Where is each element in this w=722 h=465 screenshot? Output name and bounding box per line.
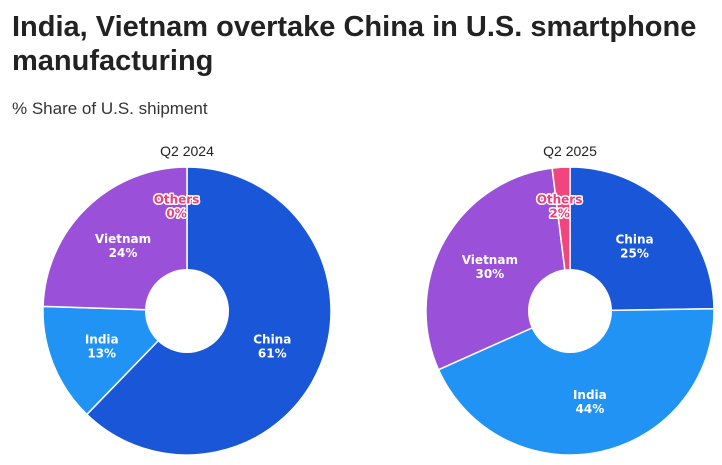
donut-title-q2-2024: Q2 2024 (160, 143, 214, 159)
chart-subtitle: % Share of U.S. shipment (12, 99, 208, 118)
slice-label-india-q2-2025: India 44% (573, 388, 607, 416)
slice-label-vietnam-q2-2025: Vietnam 30% (462, 253, 518, 281)
donut-hole-q2-2024 (145, 269, 229, 353)
donut-title-q2-2025: Q2 2025 (543, 143, 597, 159)
slice-label-others-q2-2024: Others 0% (154, 192, 200, 220)
donut-svg-q2-2025: China 25% India 44% Vietnam 30% Others 2% (425, 166, 715, 456)
donut-chart-q2-2025: Q2 2025 China 25% India 44% Vietnam 30% Others… (425, 140, 715, 460)
slice-label-vietnam-q2-2024: Vietnam 24% (95, 232, 151, 260)
slice-india-q2-2025 (437, 307, 715, 456)
slice-label-china-q2-2024: China 61% (253, 333, 291, 361)
slice-china-q2-2025 (569, 166, 715, 312)
slice-india-q2-2024 (42, 305, 189, 416)
slice-label-china-q2-2025: China 25% (615, 232, 653, 260)
donut-hole-q2-2025 (528, 269, 612, 353)
donut-svg-q2-2024: China 61% India 13% Vietnam 24%Others 0% (42, 166, 332, 456)
slice-vietnam-q2-2024 (42, 166, 188, 312)
chart-title: India, Vietnam overtake China in U.S. sm… (12, 11, 697, 77)
slice-label-india-q2-2024: India 13% (85, 333, 119, 361)
slice-label-others-q2-2025: Others 2% (537, 192, 583, 220)
donut-chart-q2-2024: Q2 2024 China 61% India 13% Vietnam 24% Others… (42, 140, 332, 460)
